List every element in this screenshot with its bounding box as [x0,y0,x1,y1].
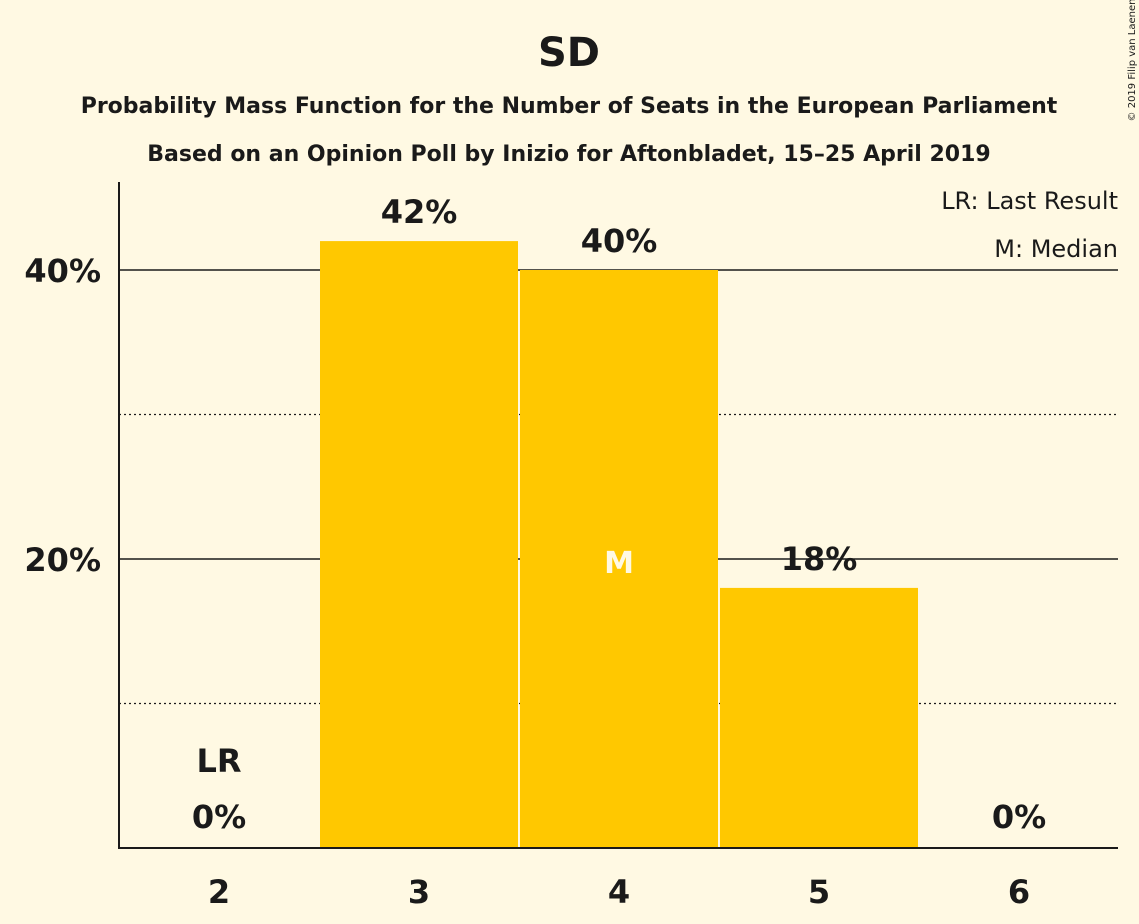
x-tick-label-6: 6 [1008,873,1030,911]
copyright-text: © 2019 Filip van Laenen [1127,0,1138,121]
legend-median: M: Median [994,235,1118,263]
chart-title: SD [538,30,600,76]
bar-4 [520,270,718,848]
bar-3 [320,241,518,849]
y-tick-label-20: 20% [24,541,101,579]
data-label-4: 40% [581,222,658,260]
data-label-3: 42% [381,193,458,231]
x-tick-label-4: 4 [608,873,630,911]
y-tick-label-40: 40% [24,252,101,290]
legend-last-result: LR: Last Result [941,187,1118,215]
labels-group: 20% 40% 0% 2 42% 3 40% 4 18% 5 0% 6 LR M [24,193,1046,911]
chart-subtitle-line-2: Based on an Opinion Poll by Inizio for A… [147,142,990,167]
data-label-6: 0% [992,798,1046,836]
median-marker: M [604,546,634,581]
bar-5 [720,587,918,848]
chart-subtitle-line-1: Probability Mass Function for the Number… [81,94,1058,119]
x-tick-label-3: 3 [408,873,430,911]
data-label-5: 18% [781,540,858,578]
data-label-2: 0% [192,798,246,836]
bars-group [320,241,918,849]
x-tick-label-2: 2 [208,873,230,911]
last-result-marker: LR [196,742,241,780]
x-tick-label-5: 5 [808,873,830,911]
